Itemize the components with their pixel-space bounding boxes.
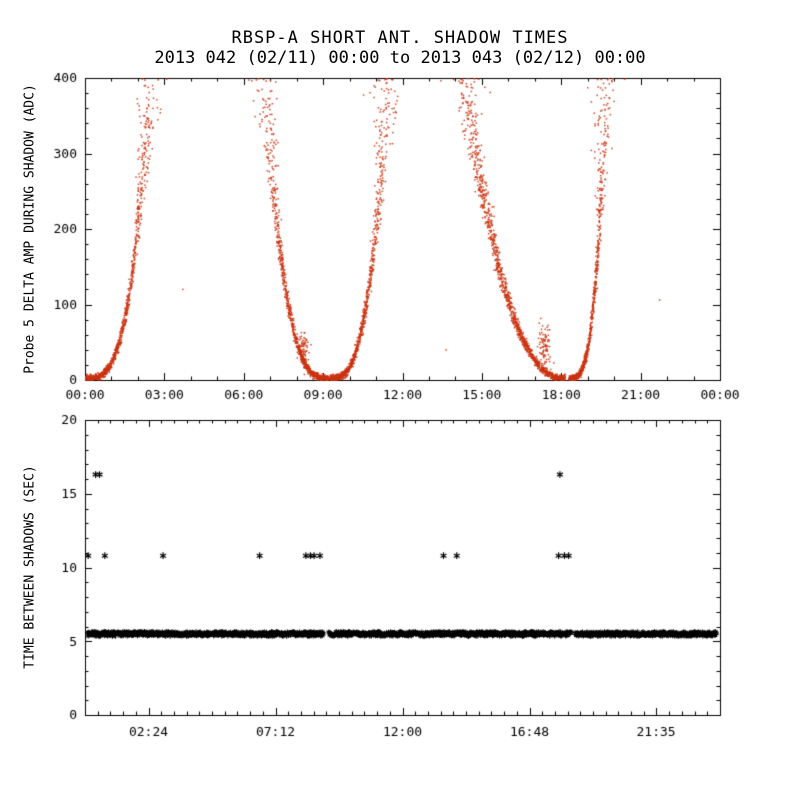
bottom-panel-y-axis-label: TIME BETWEEN SHADOWS (SEC) [22,465,38,669]
top-panel-y-axis-label: Probe 5 DELTA AMP DURING SHADOW (ADC) [22,84,38,374]
chart-subtitle: 2013 042 (02/11) 00:00 to 2013 043 (02/1… [154,48,646,68]
chart-title: RBSP-A SHORT ANT. SHADOW TIMES [231,28,569,48]
